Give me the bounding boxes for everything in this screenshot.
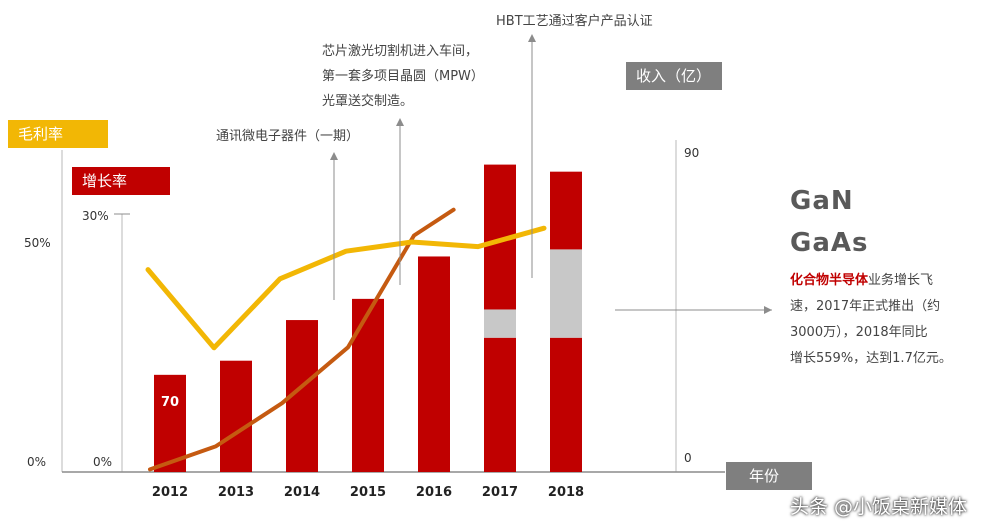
annotation-arrowhead-2 <box>396 118 404 126</box>
revenue-axis-badge: 收入（亿） <box>626 62 722 90</box>
annotation-2017: HBT工艺通过客户产品认证 <box>496 9 653 34</box>
bar-2017-seg-1 <box>484 337 516 472</box>
x-axis-badge: 年份 <box>726 462 812 490</box>
side-title-gan: GaN <box>790 186 854 216</box>
side-description: 化合物半导体业务增长飞 速，2017年正式推出（约 3000万），2018年同比… <box>790 268 952 372</box>
x-tick-2018: 2018 <box>548 485 584 500</box>
x-tick-2012: 2012 <box>152 485 188 500</box>
bar-2013 <box>220 360 252 472</box>
annotation-2016-line-3: 光罩送交制造。 <box>322 94 414 109</box>
side-panel-arrow <box>615 306 772 314</box>
gross-margin-line <box>145 225 547 351</box>
x-tick-2013: 2013 <box>218 485 254 500</box>
margin-axis-tick-0: 0% <box>27 455 46 469</box>
revenue-axis-tick-90: 90 <box>684 146 699 160</box>
annotation-arrowhead-3 <box>528 34 536 42</box>
growth-rate-line <box>148 207 456 472</box>
revenue-axis-tick-0: 0 <box>684 451 692 465</box>
annotation-arrows <box>330 34 536 300</box>
gross-margin-badge: 毛利率 <box>8 120 108 148</box>
revenue-bar-labels: 70 <box>161 395 179 410</box>
growth-axis-tick-0: 0% <box>93 455 112 469</box>
bar-2015 <box>352 298 384 472</box>
footer-watermark: 头条 @小饭桌新媒体 <box>789 496 967 518</box>
side-highlight: 化合物半导体 <box>790 273 869 288</box>
bar-2016 <box>418 256 450 472</box>
side-description-line-1-rest: 业务增长飞 <box>868 273 934 288</box>
annotation-2016: 芯片激光切割机进入车间， 第一套多项目晶圆（MPW） 光罩送交制造。 <box>322 39 484 114</box>
annotation-2017-line-1: HBT工艺通过客户产品认证 <box>496 14 653 29</box>
annotation-arrowhead-1 <box>330 152 338 160</box>
x-tick-2017: 2017 <box>482 485 518 500</box>
x-tick-2015: 2015 <box>350 485 386 500</box>
side-description-line-4: 增长559%，达到1.7亿元。 <box>790 351 952 366</box>
annotation-2015-line-1: 通讯微电子器件（一期） <box>216 129 360 144</box>
side-description-line-3: 3000万），2018年同比 <box>790 325 928 340</box>
x-axis-tick-labels: 2012 2013 2014 2015 2016 2017 2018 <box>152 485 584 500</box>
side-title-gaas: GaAs <box>790 228 869 258</box>
annotation-2016-line-1: 芯片激光切割机进入车间， <box>322 44 479 59</box>
bar-2017-seg-2 <box>484 309 516 338</box>
annotation-2015: 通讯微电子器件（一期） <box>216 124 359 149</box>
x-tick-2016: 2016 <box>416 485 452 500</box>
bar-2018-seg-1 <box>550 337 582 472</box>
annotation-2016-line-2: 第一套多项目晶圆（MPW） <box>322 69 484 84</box>
margin-axis-tick-50: 50% <box>24 236 51 250</box>
bar-label-2012: 70 <box>161 395 179 410</box>
side-description-line-2: 速，2017年正式推出（约 <box>790 299 941 314</box>
revenue-bars <box>154 164 582 472</box>
bar-2012 <box>154 374 186 472</box>
growth-axis-tick-30: 30% <box>82 209 109 223</box>
bar-2018-seg-3 <box>550 171 582 250</box>
bar-2018-seg-2 <box>550 249 582 338</box>
growth-rate-badge: 增长率 <box>72 167 170 195</box>
side-description-line-1: 化合物半导体业务增长飞 <box>790 268 952 294</box>
x-tick-2014: 2014 <box>284 485 320 500</box>
